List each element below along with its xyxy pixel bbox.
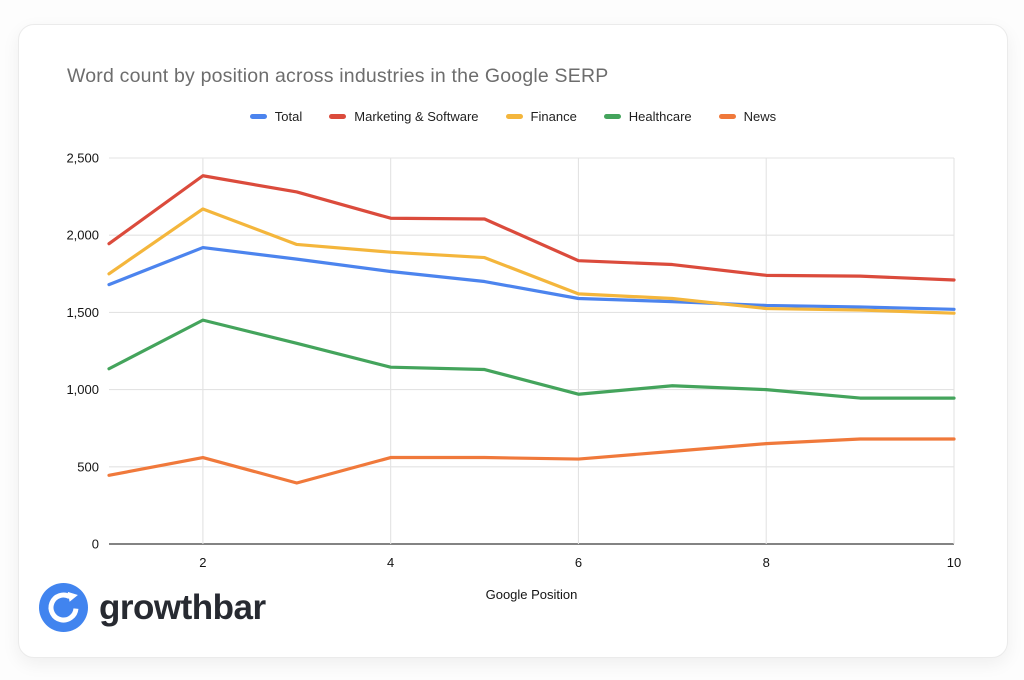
series-line-finance <box>107 207 956 315</box>
y-tick-label: 1,000 <box>66 382 99 397</box>
growthbar-logo-text: growthbar <box>99 587 266 627</box>
x-tick-label: 6 <box>575 555 582 570</box>
series-lines <box>107 174 956 485</box>
series-line-news <box>107 437 956 485</box>
x-tick-label: 4 <box>387 555 394 570</box>
legend-swatch-icon <box>249 114 267 119</box>
legend-swatch-icon <box>718 114 736 119</box>
legend-label: Marketing & Software <box>354 109 479 124</box>
legend-item-total: Total <box>249 109 303 124</box>
legend-swatch-icon <box>329 114 347 119</box>
x-tick-label: 10 <box>947 555 961 570</box>
chart-card: Word count by position across industries… <box>18 24 1008 658</box>
legend-label: News <box>743 109 777 124</box>
legend-swatch-icon <box>505 114 523 119</box>
y-tick-label: 500 <box>77 459 99 474</box>
x-axis-tick-labels: 2 4 6 8 10 <box>199 555 961 570</box>
legend-label: Healthcare <box>628 109 692 124</box>
growthbar-logo: growthbar <box>39 583 266 632</box>
chart-legend: Total Marketing & Software Finance Healthca… <box>19 109 1007 124</box>
y-tick-label: 1,500 <box>66 305 99 320</box>
series-line-healthcare <box>107 318 956 400</box>
y-tick-label: 2,500 <box>66 151 99 166</box>
legend-item-healthcare: Healthcare <box>603 109 692 124</box>
x-tick-label: 2 <box>199 555 206 570</box>
x-tick-label: 8 <box>763 555 770 570</box>
y-tick-label: 0 <box>92 537 99 552</box>
legend-item-news: News <box>718 109 777 124</box>
legend-swatch-icon <box>603 114 621 119</box>
y-axis-tick-labels: 0 500 1,000 1,500 2,000 2,500 <box>66 151 99 552</box>
x-axis-title: Google Position <box>486 587 578 602</box>
line-chart: 0 500 1,000 1,500 2,000 2,500 2 4 6 8 10 Google Pos… <box>66 151 961 603</box>
chart-title: Word count by position across industries… <box>67 65 609 87</box>
legend-label: Finance <box>530 109 577 124</box>
y-tick-label: 2,000 <box>66 228 99 243</box>
series-line-total <box>107 245 956 311</box>
series-line-marketing-software <box>107 174 956 282</box>
growthbar-logo-icon <box>39 583 88 632</box>
gridlines <box>109 157 955 545</box>
legend-label: Total <box>274 109 303 124</box>
legend-item-finance: Finance <box>505 109 577 124</box>
legend-item-marketing-software: Marketing & Software <box>329 109 479 124</box>
